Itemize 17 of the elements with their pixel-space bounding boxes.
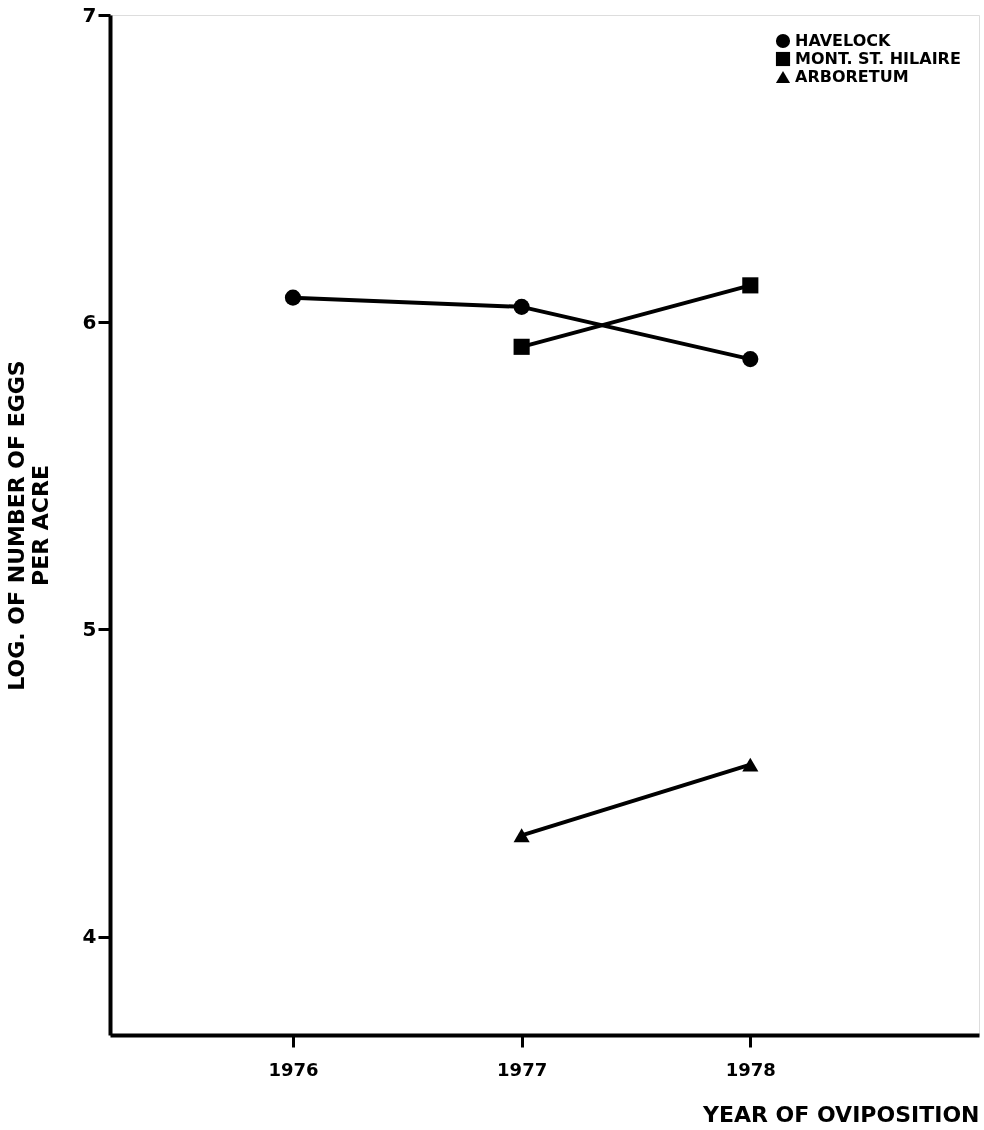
y-tick-label: 6 [82,309,97,334]
legend-label: HAVELOCK [795,31,891,50]
legend-label: ARBORETUM [795,67,909,86]
y-tick-label: 5 [82,616,97,641]
x-axis-title: YEAR OF OVIPOSITION [702,1101,980,1127]
x-tick-label: 1977 [497,1058,548,1080]
y-tick-label: 7 [82,2,97,27]
legend-label: MONT. ST. HILAIRE [795,49,961,68]
point [742,351,759,368]
point [284,289,302,306]
y-axis-title: LOG. OF NUMBER OF EGGS PER ACRE [3,360,53,691]
y-tick-label: 4 [82,924,97,949]
point [742,277,759,294]
x-tick-label: 1978 [725,1058,776,1080]
point [513,338,530,355]
x-tick-label: 1976 [268,1058,319,1080]
point [513,298,530,315]
